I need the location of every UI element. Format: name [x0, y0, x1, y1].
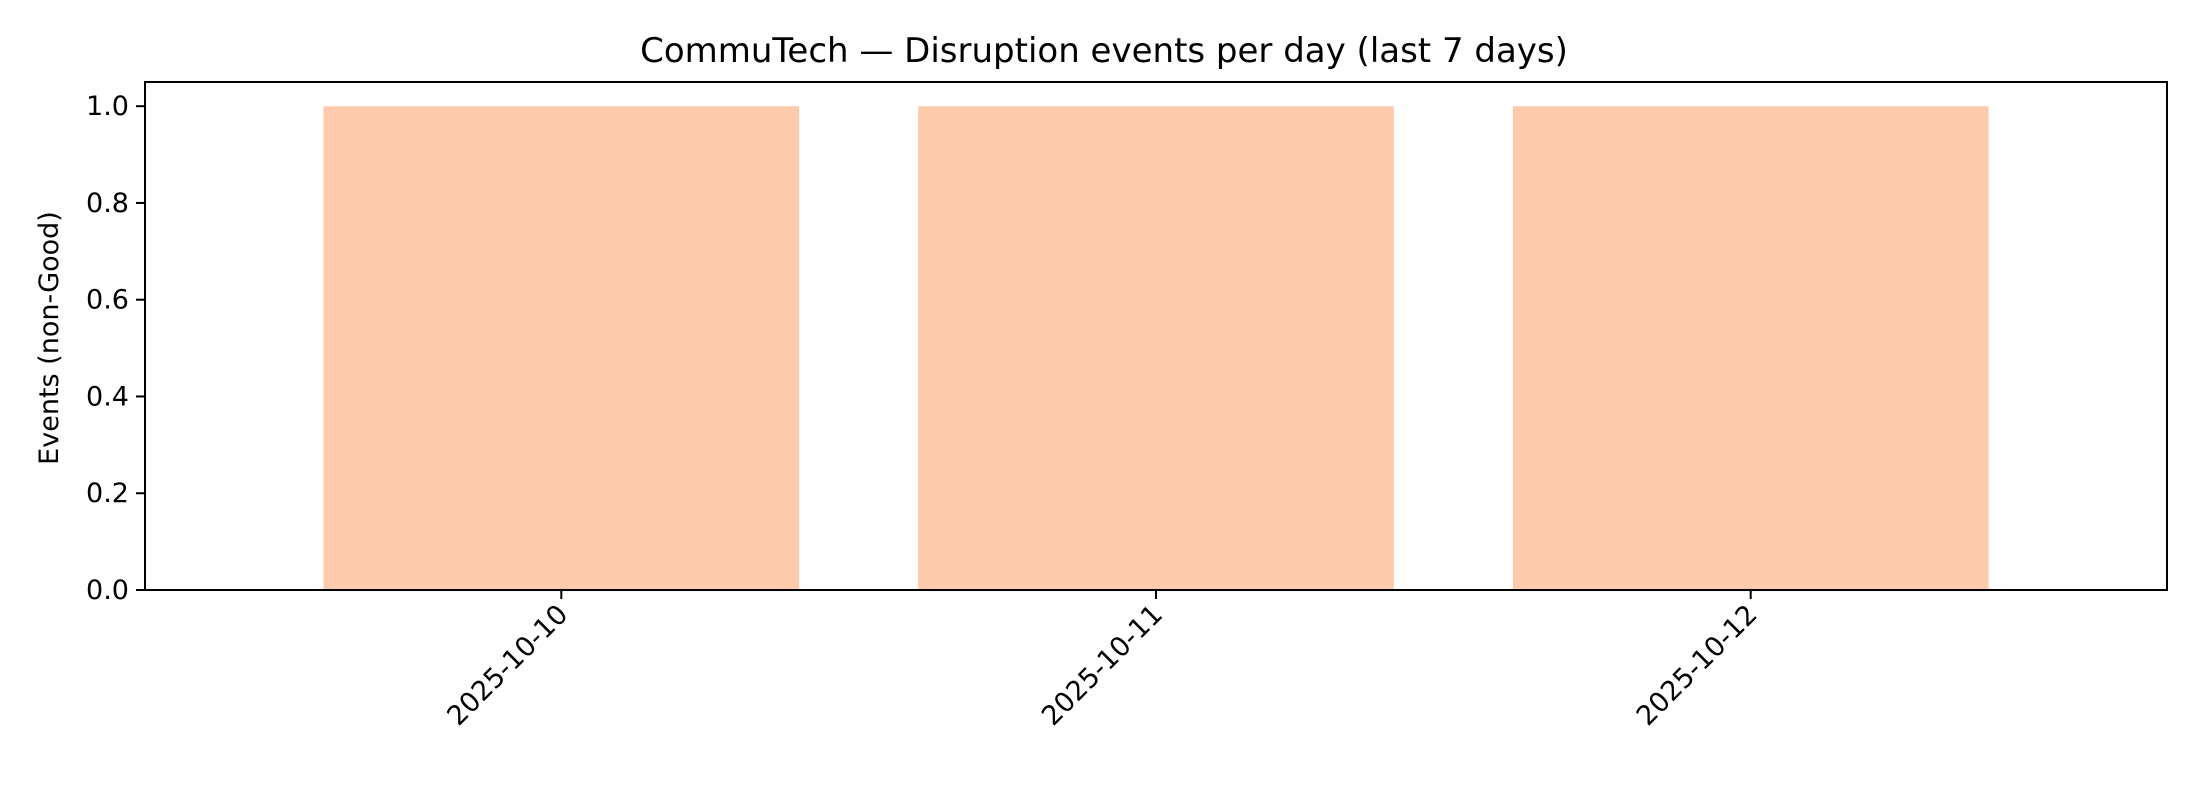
y-tick-label: 0.2 — [86, 478, 129, 509]
chart-title: CommuTech — Disruption events per day (l… — [640, 31, 1568, 71]
y-tick-label: 0.4 — [86, 381, 129, 412]
y-tick-label: 0.6 — [86, 285, 129, 316]
y-tick-label: 1.0 — [86, 91, 129, 122]
x-axis-ticks: 2025-10-10 2025-10-11 2025-10-12 — [441, 590, 1764, 732]
y-tick-label: 0.8 — [86, 188, 129, 219]
bars-group — [323, 106, 1989, 590]
y-axis-ticks: 0.0 0.2 0.4 0.6 0.8 1.0 — [86, 91, 145, 606]
bar-2025-10-11 — [918, 106, 1394, 590]
x-tick-label: 2025-10-10 — [441, 599, 574, 732]
y-tick-label: 0.0 — [86, 575, 129, 606]
bar-2025-10-10 — [323, 106, 800, 590]
x-tick-label: 2025-10-11 — [1036, 599, 1169, 732]
bar-2025-10-12 — [1512, 106, 1989, 590]
y-axis-label: Events (non-Good) — [34, 211, 65, 465]
plot-frame — [144, 81, 2168, 591]
x-tick-label: 2025-10-12 — [1631, 599, 1764, 732]
